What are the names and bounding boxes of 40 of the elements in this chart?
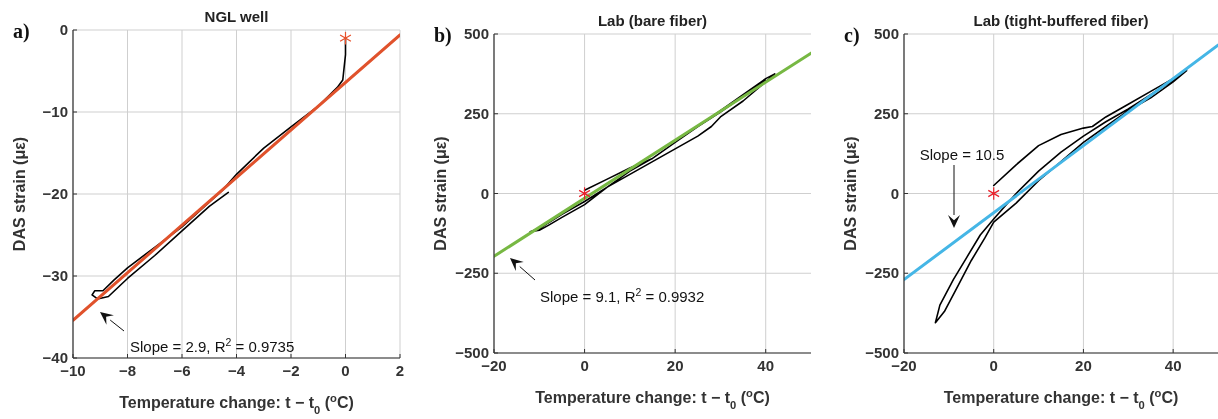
chart-title: NGL well: [204, 8, 269, 25]
y-tick-label: −10: [42, 103, 68, 120]
y-tick-label: 500: [873, 25, 899, 42]
x-tick-label: −4: [227, 362, 246, 379]
y-tick-label: 0: [890, 184, 899, 202]
annotation: Slope = 2.9, R$^{2}$ = 0.9735: [130, 336, 295, 355]
x-tick-label: 0: [989, 357, 998, 374]
y-axis-title: DAS strain (με): [432, 136, 449, 251]
y-tick-label: 250: [463, 104, 489, 122]
x-tick-label: −8: [118, 362, 137, 379]
x-axis-title: Temperature change: t − t$_{0}$ ($^{o}$C): [119, 392, 354, 416]
x-tick-label: −6: [173, 362, 191, 379]
y-tick-label: −20: [42, 185, 68, 202]
x-tick-label: 40: [1164, 357, 1182, 374]
annotation: Slope = 9.1, R$^{2}$ = 0.9932: [540, 286, 705, 305]
y-axis-title: DAS strain (με): [11, 136, 28, 252]
x-axis-title: Temperature change: t − t$_{0}$ ($^{o}$C): [535, 387, 770, 411]
text: a): [13, 20, 30, 43]
y-axis-title: DAS strain (με): [842, 136, 859, 251]
x-tick-label: 2: [395, 362, 405, 379]
chart-title: Lab (bare fiber): [597, 12, 708, 29]
x-tick-label: −2: [282, 362, 300, 379]
y-tick-label: −30: [42, 267, 68, 284]
y-tick-label: 500: [463, 25, 489, 42]
x-tick-label: 20: [666, 357, 684, 374]
y-tick-label: −250: [865, 264, 899, 282]
text: b): [434, 24, 452, 47]
x-tick-label: 40: [757, 357, 775, 374]
x-tick-label: 0: [580, 357, 589, 374]
y-tick-label: 0: [59, 21, 68, 38]
text: c): [844, 24, 860, 47]
x-tick-label: 0: [341, 362, 350, 379]
y-tick-label: −250: [455, 264, 489, 282]
y-tick-label: 250: [873, 104, 899, 122]
chart-title: Lab (tight-buffered fiber): [973, 12, 1149, 29]
x-tick-label: 20: [1075, 357, 1092, 374]
y-tick-label: 0: [480, 184, 489, 202]
annotation: Slope = 10.5: [919, 146, 1005, 163]
x-axis-title: Temperature change: t − t$_{0}$ ($^{o}$C): [943, 387, 1179, 411]
line-series: [529, 73, 776, 233]
